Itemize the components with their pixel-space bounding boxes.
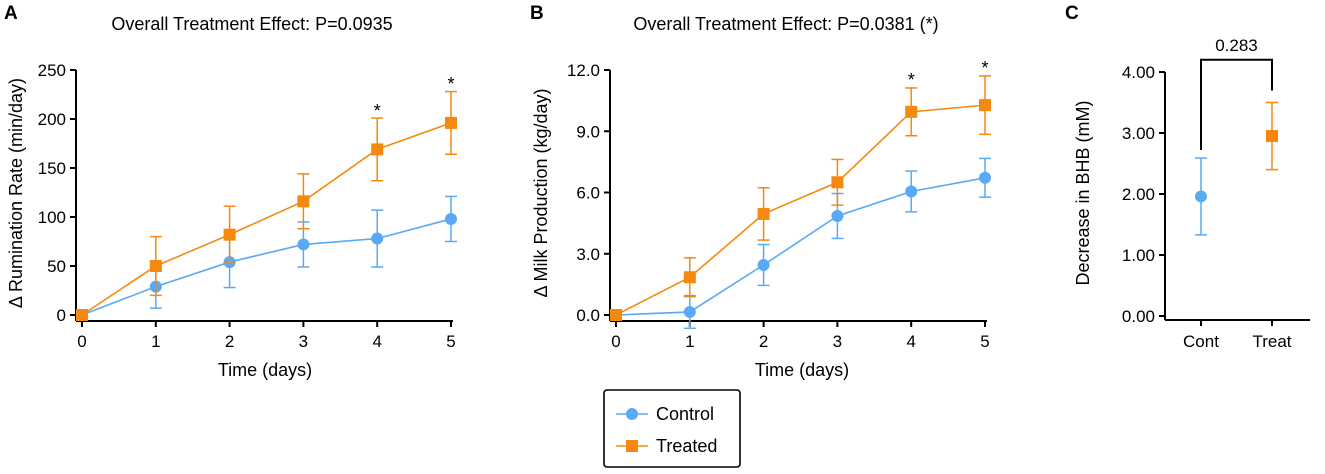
panel-b-xlabel: Time (days) bbox=[755, 360, 849, 380]
panel-b-significance-star: * bbox=[981, 58, 988, 78]
panel-a-x-tick-label: 3 bbox=[299, 332, 308, 351]
panel-b-control-point bbox=[757, 258, 770, 271]
panel-b-control-point bbox=[905, 185, 918, 198]
panel-b-treated-point bbox=[979, 99, 991, 112]
panel-c-x-tick-label: Treat bbox=[1252, 332, 1291, 351]
panel-b-x-tick-label: 3 bbox=[833, 332, 842, 351]
panel-a-y-tick-label: 50 bbox=[47, 257, 66, 276]
panel-a-y-tick-label: 100 bbox=[38, 208, 66, 227]
panel-b-x-tick-label: 4 bbox=[906, 332, 915, 351]
panel-c-chart: 0.00 1.00 2.00 3.00 4.00 Cont Treat bbox=[1122, 58, 1310, 351]
panel-a-treated-point bbox=[223, 228, 236, 241]
panel-b-x-tick-label: 2 bbox=[759, 332, 768, 351]
panel-c-y-tick-label: 1.00 bbox=[1122, 246, 1155, 265]
panel-b-x-tick-label: 1 bbox=[685, 332, 694, 351]
panel-a-title: Overall Treatment Effect: P=0.0935 bbox=[111, 14, 392, 34]
panel-a-treated-point bbox=[149, 260, 162, 272]
panel-a-x-tick-label: 2 bbox=[225, 332, 234, 351]
panel-a-treated-line bbox=[81, 122, 452, 316]
panel-a-xlabel: Time (days) bbox=[218, 360, 312, 380]
panel-a-y-tick-label: 150 bbox=[38, 159, 66, 178]
panel-a-y-tick-label: 200 bbox=[38, 110, 66, 129]
panel-a-control-line bbox=[81, 218, 452, 316]
panel-a-treated-point bbox=[297, 195, 310, 208]
panel-b-title: Overall Treatment Effect: P=0.0381 (*) bbox=[633, 14, 938, 34]
legend-control-marker bbox=[626, 408, 638, 420]
panel-a-y-tick-label: 0 bbox=[57, 306, 66, 325]
panel-b-control-point bbox=[979, 171, 991, 184]
panel-letter-c: C bbox=[1065, 3, 1079, 24]
legend-treated-label: Treated bbox=[656, 436, 717, 456]
panel-a-ylabel: Δ Rumination Rate (min/day) bbox=[6, 78, 26, 308]
panel-a-treated-point bbox=[445, 116, 457, 129]
panel-b-control-point bbox=[831, 209, 844, 222]
panel-a-x-tick-label: 1 bbox=[151, 332, 160, 351]
panel-b-chart: 0.0 3.0 6.0 9.0 12.0 0 1 2 3 4 5 * * bbox=[567, 58, 991, 351]
panel-c-y-tick-label: 4.00 bbox=[1122, 63, 1155, 82]
panel-c-x-tick-label: Cont bbox=[1183, 332, 1219, 351]
panel-b-treated-point bbox=[905, 105, 918, 118]
panel-b-significance-star: * bbox=[908, 70, 915, 90]
panel-b-x-tick-label: 5 bbox=[980, 332, 989, 351]
panel-c-control-point bbox=[1195, 190, 1207, 203]
legend-control-label: Control bbox=[656, 404, 714, 424]
panel-c-comparison-label: 0.283 bbox=[1215, 36, 1258, 55]
panel-b-y-tick-label: 9.0 bbox=[576, 122, 600, 141]
panel-a-x-tick-label: 5 bbox=[446, 332, 455, 351]
panel-a-y-tick-label: 250 bbox=[38, 61, 66, 80]
panel-a-x-tick-label: 4 bbox=[372, 332, 381, 351]
panel-letter-a: A bbox=[4, 3, 18, 24]
panel-a-significance-star: * bbox=[447, 74, 454, 94]
panel-c-y-tick-label: 2.00 bbox=[1122, 185, 1155, 204]
panel-a-chart: 0 50 100 150 200 250 0 1 2 3 4 5 * * bbox=[38, 61, 457, 351]
panel-letter-b: B bbox=[530, 3, 544, 24]
panel-b-ylabel: Δ Milk Production (kg/day) bbox=[531, 88, 551, 297]
panel-b-treated-point bbox=[757, 207, 770, 220]
panel-a-treated-point bbox=[76, 309, 88, 321]
panel-b-y-tick-label: 6.0 bbox=[576, 184, 600, 203]
panel-b-treated-point bbox=[610, 309, 622, 321]
panel-b-y-tick-label: 12.0 bbox=[567, 61, 600, 80]
panel-a-x-tick-label: 0 bbox=[77, 332, 86, 351]
panel-b-treated-point bbox=[831, 176, 844, 189]
panel-c-y-tick-label: 3.00 bbox=[1122, 124, 1155, 143]
panel-c-treated-point bbox=[1266, 130, 1278, 143]
panel-b-treated-line bbox=[615, 104, 986, 316]
panel-b-y-tick-label: 3.0 bbox=[576, 245, 600, 264]
panel-c-ylabel: Decrease in BHB (mM) bbox=[1073, 100, 1093, 285]
legend-treated-marker bbox=[626, 440, 638, 452]
panel-a-control-point bbox=[297, 238, 310, 251]
panel-a-control-point bbox=[445, 212, 457, 225]
panel-b-control-point bbox=[683, 305, 696, 318]
panel-b-y-tick-label: 0.0 bbox=[576, 306, 600, 325]
panel-a-treated-point bbox=[371, 143, 384, 156]
panel-a-significance-star: * bbox=[374, 101, 381, 121]
panel-c-y-tick-label: 0.00 bbox=[1122, 307, 1155, 326]
panel-b-control-line bbox=[615, 177, 986, 316]
legend: Control Treated bbox=[603, 389, 741, 468]
panel-c-comparison-bracket bbox=[1200, 58, 1273, 151]
panel-a-control-point bbox=[371, 232, 384, 245]
panel-b-treated-point bbox=[683, 271, 696, 284]
panel-b-x-tick-label: 0 bbox=[611, 332, 620, 351]
